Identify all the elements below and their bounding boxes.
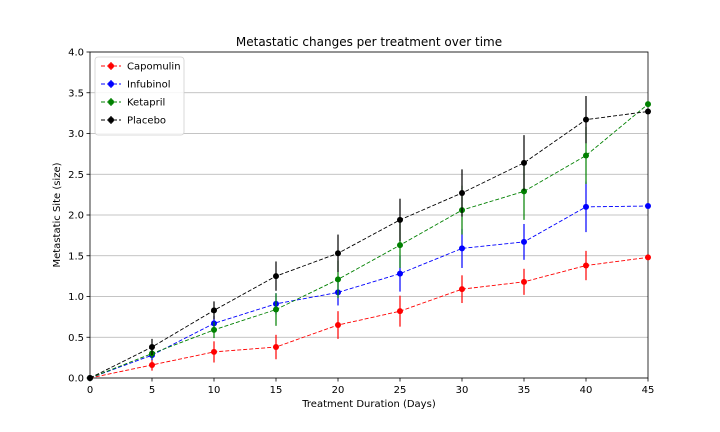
x-tick-label: 40 xyxy=(580,385,593,396)
legend: Capomulin Infubinol Ketapril Placebo xyxy=(94,56,185,136)
data-point xyxy=(211,348,217,355)
y-tick-label: 3.0 xyxy=(68,129,84,140)
legend-label: Placebo xyxy=(127,116,166,127)
data-point xyxy=(521,238,527,245)
data-point xyxy=(397,216,403,223)
series-line xyxy=(89,103,649,379)
legend-marker xyxy=(108,117,114,123)
x-tick-label: 10 xyxy=(208,385,221,396)
y-tick-label: 0.0 xyxy=(68,374,84,385)
series-line xyxy=(89,205,649,379)
data-point xyxy=(583,203,589,210)
legend-marker xyxy=(108,63,114,69)
data-point xyxy=(273,344,279,351)
y-tick-label: 4.0 xyxy=(68,48,84,59)
data-point xyxy=(459,245,465,252)
series-placebo xyxy=(87,96,651,381)
data-point xyxy=(645,254,651,261)
x-tick-label: 5 xyxy=(149,385,155,396)
y-tick-label: 2.5 xyxy=(68,170,84,181)
x-tick-label: 35 xyxy=(518,385,531,396)
data-point xyxy=(335,322,341,329)
y-tick-label: 3.5 xyxy=(68,88,84,99)
x-tick-label: 45 xyxy=(642,385,655,396)
data-point xyxy=(521,188,527,195)
data-point xyxy=(459,189,465,196)
legend-label: Infubinol xyxy=(127,80,171,91)
legend-label: Ketapril xyxy=(127,98,165,109)
data-point xyxy=(583,152,589,159)
x-tick-label: 25 xyxy=(394,385,407,396)
data-point xyxy=(335,250,341,257)
data-point xyxy=(459,286,465,293)
y-tick-label: 2.0 xyxy=(68,211,84,222)
data-point xyxy=(583,262,589,269)
y-tick-label: 0.5 xyxy=(68,333,84,344)
data-point xyxy=(583,116,589,123)
data-point xyxy=(273,306,279,313)
data-point xyxy=(521,159,527,166)
x-axis-label: Treatment Duration (Days) xyxy=(301,399,436,410)
data-point xyxy=(211,326,217,333)
x-tick-label: 20 xyxy=(332,385,345,396)
x-tick-label: 0 xyxy=(87,385,93,396)
data-point xyxy=(397,308,403,315)
legend-marker xyxy=(108,81,114,87)
data-point xyxy=(87,375,93,381)
data-point xyxy=(645,101,651,108)
data-point xyxy=(149,361,155,368)
data-point xyxy=(211,307,217,314)
legend-label: Capomulin xyxy=(127,62,181,73)
plot-area: 0 5 10 15 20 25 30 35 40 45 0.0 0.5 1.0 1.5 2.0 2.5 3.0 3… xyxy=(68,48,654,397)
y-tick-label: 1.0 xyxy=(68,292,84,303)
data-point xyxy=(335,276,341,283)
y-tick-label: 1.5 xyxy=(68,251,84,262)
chart-title: Metastatic changes per treatment over ti… xyxy=(236,35,502,49)
y-axis-label: Metastatic Site (size) xyxy=(52,162,63,267)
data-point xyxy=(645,108,651,115)
data-point xyxy=(397,242,403,249)
data-point xyxy=(273,273,279,280)
data-point xyxy=(645,203,651,210)
legend-marker xyxy=(108,99,114,105)
data-point xyxy=(397,270,403,277)
x-tick-label: 15 xyxy=(270,385,283,396)
data-point xyxy=(521,278,527,285)
x-tick-label: 30 xyxy=(456,385,469,396)
data-point xyxy=(149,344,155,351)
series-line xyxy=(89,111,649,379)
legend-box xyxy=(94,56,185,136)
